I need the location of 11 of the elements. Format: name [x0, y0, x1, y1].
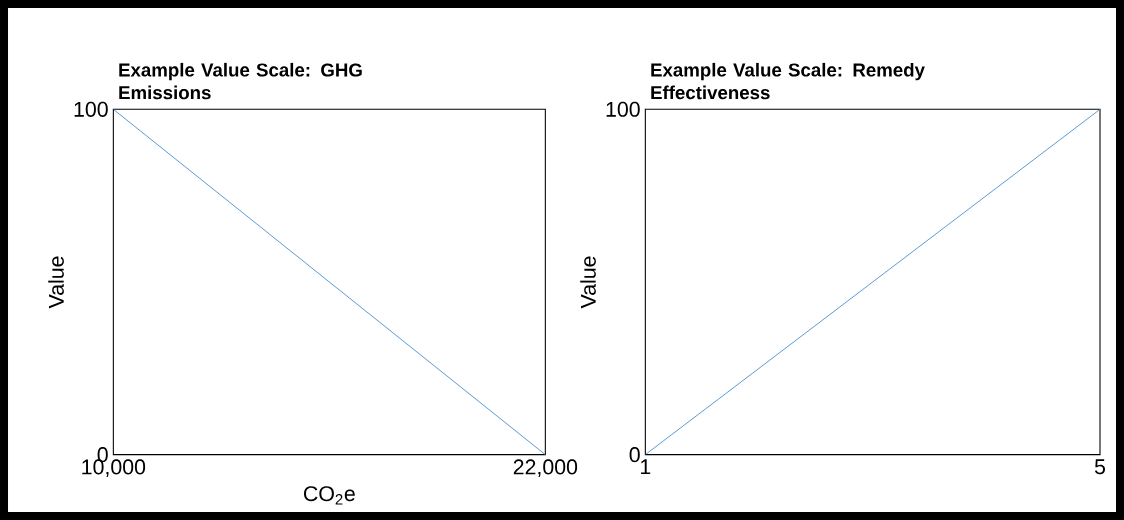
y-tick-label: 100	[606, 101, 640, 117]
y-axis-title: Value	[580, 256, 596, 309]
x-tick-label: 5	[1094, 459, 1106, 475]
y-tick-label: 100	[74, 101, 108, 117]
x-axis-title: CO$_{2}$e	[304, 486, 355, 505]
x-tick-label: 22,000	[513, 459, 578, 477]
chart-title: Example Value Scale: Remedy Effectiveness	[651, 62, 925, 100]
x-tick-label: 1	[641, 459, 651, 475]
y-axis-title: Value	[48, 256, 64, 309]
y-tick-label: 0	[629, 447, 640, 463]
chart-title: Example Value Scale: GHG Emissions	[119, 62, 362, 100]
